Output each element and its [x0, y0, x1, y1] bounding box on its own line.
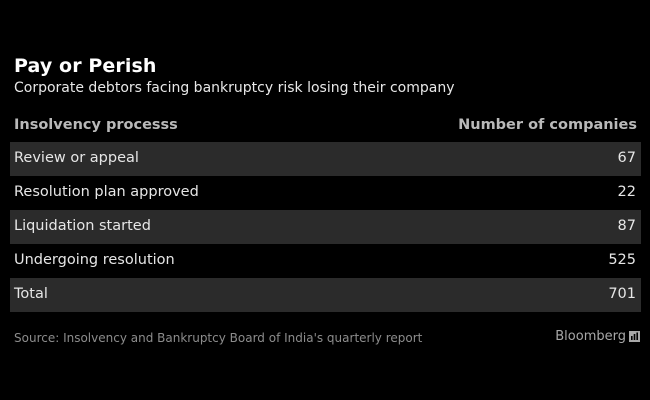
- table-row: Resolution plan approved 22: [10, 176, 641, 210]
- row-value: 701: [608, 286, 636, 302]
- row-value: 22: [617, 184, 636, 200]
- row-value: 67: [617, 150, 636, 166]
- row-label: Resolution plan approved: [14, 184, 199, 200]
- chart-subtitle: Corporate debtors facing bankruptcy risk…: [14, 80, 455, 96]
- table-row: Liquidation started 87: [10, 210, 641, 244]
- column-header-process: Insolvency processs: [14, 117, 178, 133]
- row-value: 87: [617, 218, 636, 234]
- column-header-count: Number of companies: [458, 117, 637, 133]
- row-label: Undergoing resolution: [14, 252, 175, 268]
- brand-name: Bloomberg: [555, 329, 626, 344]
- bloomberg-mark-icon: [629, 331, 640, 342]
- source-note: Source: Insolvency and Bankruptcy Board …: [14, 331, 423, 345]
- row-value: 525: [608, 252, 636, 268]
- table-row: Undergoing resolution 525: [10, 244, 641, 278]
- table-row: Review or appeal 67: [10, 142, 641, 176]
- row-label: Liquidation started: [14, 218, 151, 234]
- row-label: Review or appeal: [14, 150, 139, 166]
- chart-title: Pay or Perish: [14, 55, 157, 77]
- table-row-total: Total 701: [10, 278, 641, 312]
- table-header: Insolvency processs Number of companies: [10, 112, 641, 142]
- brand-logo: Bloomberg: [555, 329, 640, 344]
- row-label: Total: [14, 286, 48, 302]
- data-table: Insolvency processs Number of companies …: [10, 112, 641, 312]
